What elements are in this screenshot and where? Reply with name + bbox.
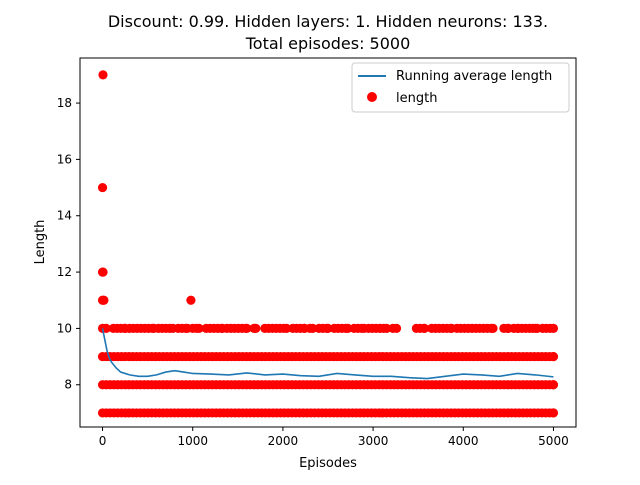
scatter-point [343, 323, 353, 334]
y-tick-label: 12 [57, 265, 72, 279]
scatter-point [419, 323, 430, 334]
scatter-point-outlier [98, 70, 108, 80]
scatter-point [548, 323, 559, 334]
legend-dot-swatch [367, 92, 377, 102]
y-tick-label: 18 [57, 96, 72, 110]
scatter-point [251, 323, 261, 334]
x-tick-label: 5000 [538, 434, 569, 448]
y-tick-label: 8 [64, 378, 72, 392]
legend: Running average length length [351, 62, 570, 113]
legend-label-length: length [396, 91, 437, 106]
x-tick-label: 4000 [448, 434, 479, 448]
chart-title-line-2: Total episodes: 5000 [245, 34, 411, 53]
scatter-point-outlier [99, 295, 109, 305]
scatter-point [308, 323, 318, 334]
x-tick-label: 0 [99, 434, 107, 448]
axes-frame [79, 57, 577, 428]
x-tick-label: 1000 [177, 434, 208, 448]
x-tick-label: 3000 [358, 434, 389, 448]
chart-title-line-1: Discount: 0.99. Hidden layers: 1. Hidden… [108, 12, 548, 31]
scatter-point-outlier [97, 182, 108, 193]
scatter-point [488, 323, 498, 334]
scatter-point [548, 380, 559, 390]
y-axis: 8 10 12 14 16 18 [57, 96, 80, 392]
running-average-line [101, 328, 554, 380]
y-axis-label: Length [33, 220, 48, 265]
scatter-point [194, 323, 204, 334]
y-tick-label: 14 [57, 209, 72, 223]
x-axis: 0 1000 2000 3000 4000 5000 [99, 427, 569, 448]
scatter-point-outlier [98, 267, 108, 277]
scatter-point-outlier [186, 295, 196, 305]
plot-area [97, 70, 559, 418]
legend-box [351, 62, 570, 113]
scatter-point [391, 323, 402, 334]
scatter-point [548, 408, 559, 418]
scatter-point [242, 323, 252, 334]
scatter-point [382, 323, 392, 334]
legend-label-running-average: Running average length [396, 69, 552, 84]
x-axis-label: Episodes [299, 456, 357, 471]
scatter-point [548, 351, 559, 362]
x-tick-label: 2000 [268, 434, 299, 448]
y-tick-label: 10 [57, 321, 72, 335]
scatter-point [101, 323, 111, 334]
y-tick-label: 16 [57, 152, 72, 166]
scatter-point [281, 323, 292, 334]
scatter-point [323, 323, 333, 334]
